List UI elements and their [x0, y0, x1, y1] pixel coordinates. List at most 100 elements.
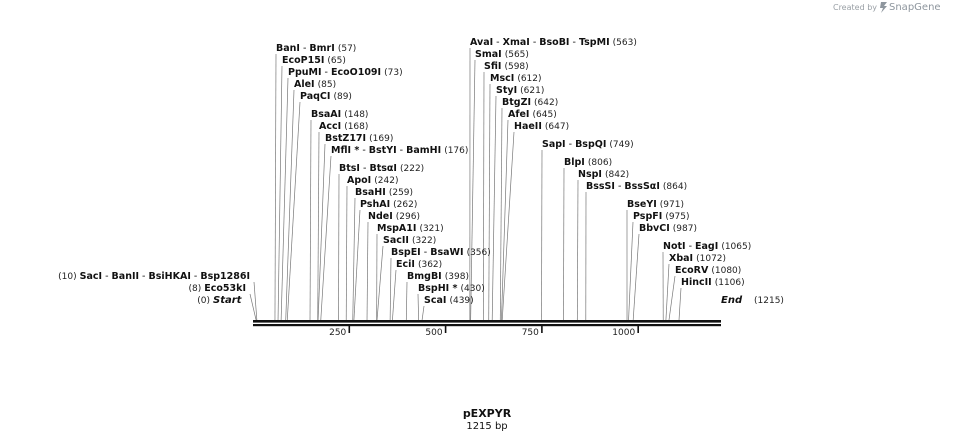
site-label-bsphi: BspHI * (430): [418, 283, 485, 294]
site-label-btgzi: BtgZI (642): [502, 97, 558, 108]
site-leader-bsaai: [309, 119, 312, 321]
enzyme-name: BbvCI: [639, 223, 670, 234]
site-label-avai: AvaI - XmaI - BsoBI - TspMI (563): [470, 37, 637, 48]
enzyme-name: PshAI: [360, 199, 390, 210]
plasmid-name: pEXPYR: [463, 407, 512, 420]
site-label-ppumi: PpuMI - EcoO109I (73): [288, 67, 403, 78]
enzyme-name: BspEI: [391, 247, 421, 258]
site-label-blpi: BlpI (806): [564, 157, 612, 168]
snapgene-logo-icon: [880, 2, 887, 13]
site-leader-pspfi: [628, 221, 634, 321]
enzyme-name: SfiI: [484, 61, 501, 72]
enzyme-name: AleI: [294, 79, 315, 90]
site-position: (259): [389, 188, 413, 198]
site-position: (565): [505, 50, 529, 60]
start-label: Start: [213, 295, 243, 306]
site-leader-eco53ki: [249, 293, 257, 321]
site-position: (598): [504, 62, 528, 72]
site-separator: -: [139, 271, 148, 282]
site-label-sapi: SapI - BspQI (749): [542, 139, 634, 150]
site-position: (148): [344, 110, 368, 120]
enzyme-name: AvaI: [470, 37, 493, 48]
site-separator: -: [615, 181, 624, 192]
enzyme-name: Bsp1286I: [200, 271, 250, 282]
site-leader-bani: [274, 53, 277, 321]
enzyme-name: EciI: [396, 259, 415, 270]
site-leader-smai: [470, 59, 476, 321]
credit-prefix: Created by: [833, 3, 877, 12]
site-label-bmgbi: BmgBI (398): [407, 271, 469, 282]
site-label-sacii: SacII (322): [383, 235, 436, 246]
site-leader-btgzi: [499, 107, 503, 321]
site-leader-sacii: [376, 245, 384, 321]
site-position: (647): [545, 122, 569, 132]
site-leader-bmgbi: [405, 281, 408, 321]
site-position: (987): [673, 224, 697, 234]
site-label-ecorv: EcoRV (1080): [675, 265, 741, 276]
site-label-acci: AccI (168): [319, 121, 368, 132]
site-position: (242): [374, 176, 398, 186]
site-position: (322): [412, 236, 436, 246]
site-leaders: [249, 47, 682, 321]
enzyme-name: BtsI: [339, 163, 360, 174]
site-leader-bsphi: [417, 293, 419, 321]
enzyme-name: BspQI: [575, 139, 606, 150]
site-label-pshai: PshAI (262): [360, 199, 417, 210]
site-label-noti: NotI - EagI (1065): [663, 241, 751, 252]
site-position: (563): [613, 38, 637, 48]
site-label-ecop15i: EcoP15I (65): [282, 55, 346, 66]
site-position: (262): [393, 200, 417, 210]
site-position: (1080): [711, 266, 741, 276]
site-leader-ecop15i: [277, 65, 283, 321]
enzyme-name: StyI: [496, 85, 517, 96]
site-label-mfli: MflI * - BstYI - BamHI (176): [331, 145, 468, 156]
tick-label-1000: 1000: [612, 328, 635, 338]
site-label-btsi: BtsI - BtsαI (222): [339, 163, 424, 174]
site-leader-ppumi: [280, 77, 289, 321]
site-leader-bbvci: [632, 233, 640, 321]
site-label-saci: (10) SacI - BanII - BsiHKAI - Bsp1286I: [58, 271, 250, 282]
site-position: (1065): [721, 242, 751, 252]
site-position: (321): [419, 224, 443, 234]
site-separator: -: [686, 241, 695, 252]
site-position: (971): [660, 200, 684, 210]
site-leader-bspei: [389, 257, 392, 321]
site-label-afei: AfeI (645): [508, 109, 557, 120]
site-leader-ndei: [366, 221, 369, 321]
enzyme-name: XmaI: [503, 37, 530, 48]
site-position: (57): [338, 44, 356, 54]
enzyme-name: AfeI: [508, 109, 529, 120]
enzyme-name: SacI: [80, 271, 102, 282]
site-leader-msci: [488, 83, 491, 321]
site-leader-afei: [501, 119, 509, 321]
site-label-sfii: SfiI (598): [484, 61, 529, 72]
site-leader-styi: [491, 95, 497, 321]
enzyme-name: SapI: [542, 139, 566, 150]
enzyme-name: BssSαI: [624, 181, 659, 192]
site-position: (296): [396, 212, 420, 222]
enzyme-name: EagI: [695, 241, 718, 252]
enzyme-name: BamHI: [406, 145, 441, 156]
site-position: (168): [344, 122, 368, 132]
site-leader-xbai: [665, 263, 670, 321]
site-label-styi: StyI (621): [496, 85, 544, 96]
enzyme-name: SmaI: [475, 49, 502, 60]
enzyme-name: BssSI: [586, 181, 615, 192]
site-label-apoi: ApoI (242): [347, 175, 398, 186]
credit-brand: SnapGene: [889, 2, 941, 13]
enzyme-name: ScaI: [424, 295, 446, 306]
enzyme-name: BtgZI: [502, 97, 531, 108]
site-label-bseyi: BseYI (971): [627, 199, 684, 210]
enzyme-name: PaqCI: [300, 91, 330, 102]
site-position: (864): [663, 182, 687, 192]
site-leader-hincii: [678, 287, 682, 321]
site-position: (621): [520, 86, 544, 96]
backbone-strand-bottom: [253, 324, 721, 327]
sequence-backbone: [253, 320, 721, 327]
site-label-eco53ki: (8) Eco53kI: [188, 283, 246, 294]
site-position: (8): [188, 284, 201, 294]
site-position: (65): [327, 56, 345, 66]
site-leader-paqci: [286, 101, 301, 321]
plasmid-length: 1215 bp: [466, 421, 507, 432]
